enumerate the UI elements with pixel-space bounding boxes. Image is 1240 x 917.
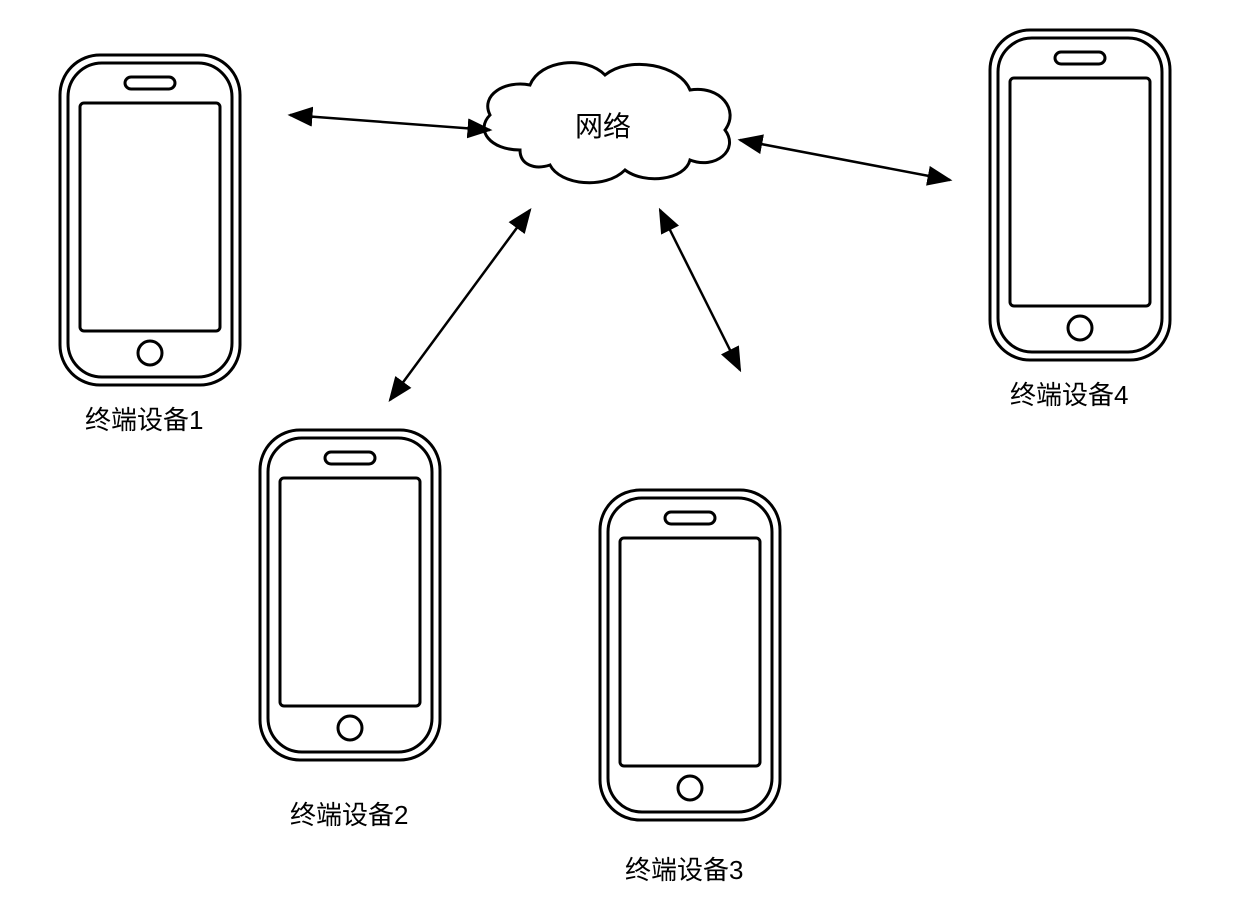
arrow-cloud-device3 <box>660 210 740 370</box>
arrow-cloud-device1 <box>290 115 490 130</box>
device-1-label: 终端设备1 <box>85 400 203 437</box>
cloud-label: 网络 <box>575 105 631 145</box>
device-4-label: 终端设备4 <box>1010 375 1128 412</box>
device-1 <box>60 55 240 385</box>
device-4 <box>990 30 1170 360</box>
device-3-label: 终端设备3 <box>625 850 743 887</box>
arrow-cloud-device4 <box>740 140 950 180</box>
diagram-container: 网络 终端设备1 终端设备2 终端设备3 终端设备4 <box>0 0 1240 917</box>
device-2-label: 终端设备2 <box>290 795 408 832</box>
device-3 <box>600 490 780 820</box>
arrow-cloud-device2 <box>390 210 530 400</box>
device-2 <box>260 430 440 760</box>
